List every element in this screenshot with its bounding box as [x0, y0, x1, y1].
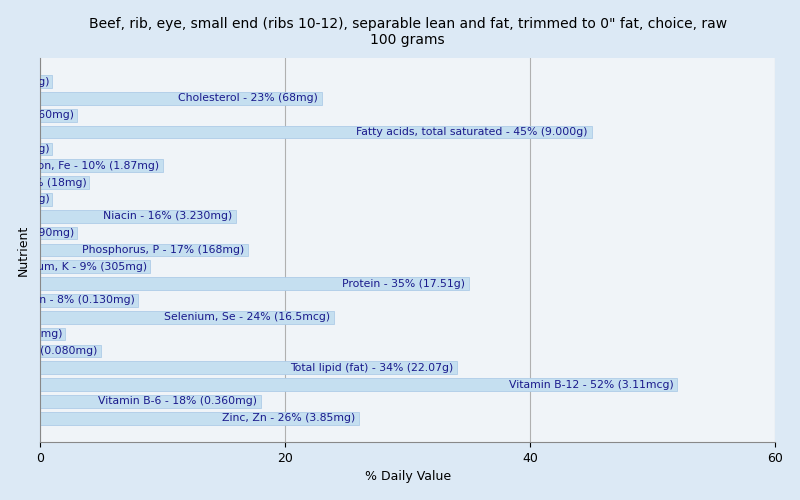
Bar: [40, 75, 52, 88]
Bar: [40, 176, 89, 189]
Bar: [40, 142, 52, 155]
Text: Fatty acids, total saturated - 45% (9.000g): Fatty acids, total saturated - 45% (9.00…: [356, 127, 588, 137]
Text: Cholesterol - 23% (68mg): Cholesterol - 23% (68mg): [178, 94, 318, 104]
X-axis label: % Daily Value: % Daily Value: [365, 470, 451, 484]
Text: Total lipid (fat) - 34% (22.07g): Total lipid (fat) - 34% (22.07g): [290, 363, 453, 373]
Text: Calcium, Ca - 1% (10mg): Calcium, Ca - 1% (10mg): [0, 76, 50, 86]
Bar: [40, 244, 249, 256]
Bar: [40, 227, 77, 239]
Bar: [40, 92, 322, 104]
Text: Thiamin - 5% (0.080mg): Thiamin - 5% (0.080mg): [0, 346, 98, 356]
Text: Folate, total - 1% (5mcg): Folate, total - 1% (5mcg): [0, 144, 50, 154]
Text: Niacin - 16% (3.230mg): Niacin - 16% (3.230mg): [103, 211, 233, 221]
Bar: [40, 109, 77, 122]
Text: Vitamin B-6 - 18% (0.360mg): Vitamin B-6 - 18% (0.360mg): [98, 396, 257, 406]
Text: Riboflavin - 8% (0.130mg): Riboflavin - 8% (0.130mg): [0, 296, 134, 306]
Text: Potassium, K - 9% (305mg): Potassium, K - 9% (305mg): [0, 262, 146, 272]
Text: Vitamin B-12 - 52% (3.11mcg): Vitamin B-12 - 52% (3.11mcg): [509, 380, 674, 390]
Y-axis label: Nutrient: Nutrient: [17, 224, 30, 276]
Bar: [40, 395, 261, 408]
Text: Sodium, Na - 2% (56mg): Sodium, Na - 2% (56mg): [0, 329, 62, 339]
Bar: [40, 328, 65, 340]
Text: Protein - 35% (17.51g): Protein - 35% (17.51g): [342, 278, 466, 288]
Text: Selenium, Se - 24% (16.5mcg): Selenium, Se - 24% (16.5mcg): [165, 312, 330, 322]
Text: Iron, Fe - 10% (1.87mg): Iron, Fe - 10% (1.87mg): [30, 160, 159, 170]
Bar: [40, 294, 138, 306]
Bar: [40, 344, 102, 357]
Bar: [40, 193, 52, 205]
Text: Magnesium, Mg - 4% (18mg): Magnesium, Mg - 4% (18mg): [0, 178, 86, 188]
Text: Zinc, Zn - 26% (3.85mg): Zinc, Zn - 26% (3.85mg): [222, 414, 355, 424]
Bar: [40, 378, 678, 391]
Text: Copper, Cu - 3% (0.060mg): Copper, Cu - 3% (0.060mg): [0, 110, 74, 120]
Bar: [40, 311, 334, 324]
Bar: [40, 260, 150, 273]
Text: Manganese, Mn - 1% (0.012mg): Manganese, Mn - 1% (0.012mg): [0, 194, 50, 204]
Bar: [40, 160, 162, 172]
Bar: [40, 362, 457, 374]
Bar: [40, 412, 358, 424]
Bar: [40, 210, 236, 222]
Text: Pantothenic acid - 3% (0.290mg): Pantothenic acid - 3% (0.290mg): [0, 228, 74, 238]
Bar: [40, 278, 469, 290]
Text: Phosphorus, P - 17% (168mg): Phosphorus, P - 17% (168mg): [82, 245, 245, 255]
Title: Beef, rib, eye, small end (ribs 10-12), separable lean and fat, trimmed to 0" fa: Beef, rib, eye, small end (ribs 10-12), …: [89, 16, 727, 47]
Bar: [40, 126, 591, 138]
